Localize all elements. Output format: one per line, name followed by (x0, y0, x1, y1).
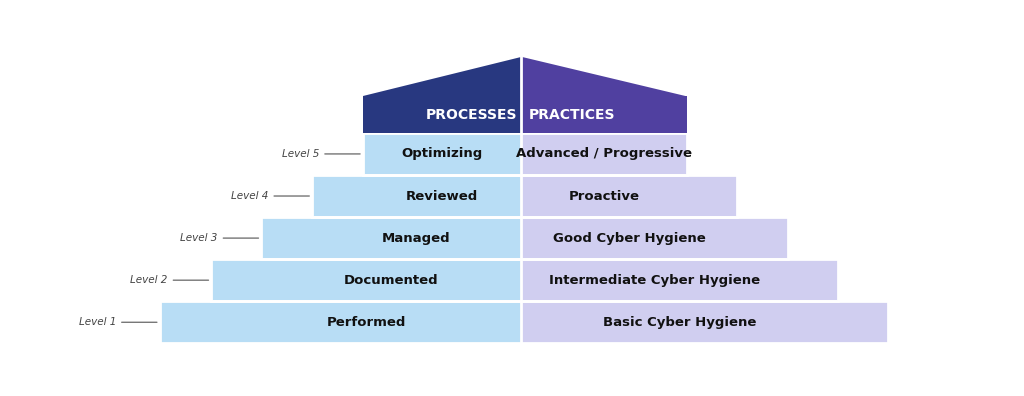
Bar (312, 175, 521, 217)
Text: PROCESSES: PROCESSES (425, 108, 517, 122)
Text: Level 1: Level 1 (79, 317, 157, 327)
Bar (261, 217, 788, 259)
Bar (521, 96, 687, 133)
Text: Good Cyber Hygiene: Good Cyber Hygiene (553, 232, 706, 245)
Text: Level 4: Level 4 (231, 191, 309, 201)
Text: Performed: Performed (327, 316, 406, 329)
Bar (521, 175, 737, 217)
Text: Level 5: Level 5 (282, 149, 360, 159)
Bar (261, 217, 521, 259)
Bar (521, 301, 888, 343)
Bar (211, 259, 521, 301)
Bar (362, 133, 687, 175)
Text: Basic Cyber Hygiene: Basic Cyber Hygiene (603, 316, 757, 329)
Bar (521, 259, 839, 301)
Bar (160, 301, 888, 343)
Bar (312, 175, 737, 217)
Bar (521, 133, 687, 175)
Text: Advanced / Progressive: Advanced / Progressive (516, 147, 692, 160)
Text: Managed: Managed (382, 232, 451, 245)
Text: Optimizing: Optimizing (401, 147, 482, 160)
Bar (211, 259, 839, 301)
Text: Reviewed: Reviewed (406, 190, 478, 202)
Polygon shape (362, 57, 521, 96)
Bar (521, 217, 788, 259)
Text: Intermediate Cyber Hygiene: Intermediate Cyber Hygiene (549, 274, 760, 287)
Polygon shape (521, 57, 687, 96)
Text: Level 3: Level 3 (180, 233, 258, 243)
Text: Proactive: Proactive (568, 190, 639, 202)
Bar (160, 301, 521, 343)
Bar (362, 96, 521, 133)
Text: PRACTICES: PRACTICES (528, 108, 615, 122)
Text: Documented: Documented (344, 274, 438, 287)
Text: Level 2: Level 2 (130, 275, 209, 285)
Bar (362, 133, 521, 175)
